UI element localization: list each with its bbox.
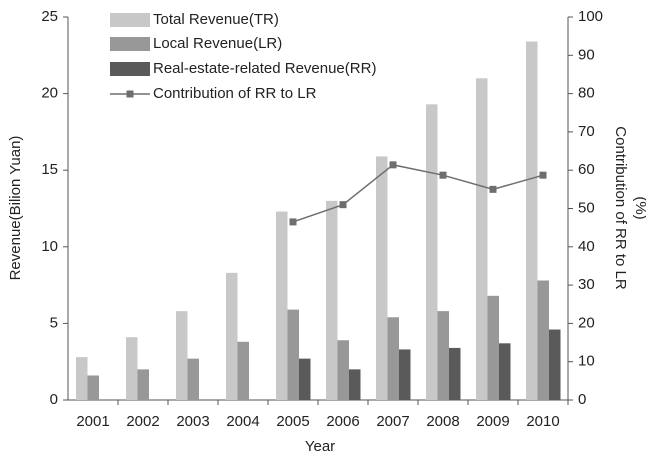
y2-axis-label: Contribution of RR to LR bbox=[612, 126, 629, 290]
x-tick-label: 2007 bbox=[376, 413, 409, 430]
x-tick-label: 2008 bbox=[426, 413, 459, 430]
line-marker bbox=[539, 171, 547, 179]
y2-tick-label: 40 bbox=[578, 238, 595, 255]
y-tick-label: 10 bbox=[41, 238, 58, 255]
y-tick-label: 15 bbox=[41, 161, 58, 178]
x-tick-label: 2003 bbox=[176, 413, 209, 430]
legend-swatch bbox=[110, 62, 150, 76]
bar bbox=[87, 375, 99, 400]
legend-swatch bbox=[110, 37, 150, 51]
y2-tick-label: 50 bbox=[578, 199, 595, 216]
x-tick-label: 2001 bbox=[76, 413, 109, 430]
bar bbox=[476, 78, 488, 400]
bar bbox=[387, 317, 399, 400]
legend-marker bbox=[126, 90, 134, 98]
legend-swatch bbox=[110, 13, 150, 27]
legend-label: Local Revenue(LR) bbox=[153, 35, 282, 52]
y2-tick-label: 60 bbox=[578, 161, 595, 178]
bar bbox=[126, 337, 138, 400]
y-tick-label: 0 bbox=[50, 391, 58, 408]
line-marker bbox=[339, 201, 347, 209]
line-marker bbox=[489, 185, 497, 193]
line-marker bbox=[389, 161, 397, 169]
bar bbox=[487, 295, 499, 400]
line bbox=[292, 164, 544, 223]
y2-tick-label: 100 bbox=[578, 8, 603, 25]
bar bbox=[549, 329, 561, 400]
bar bbox=[537, 280, 549, 400]
legend-label: Contribution of RR to LR bbox=[153, 85, 317, 102]
y2-tick-label: 90 bbox=[578, 46, 595, 63]
legend-label: Total Revenue(TR) bbox=[153, 11, 279, 28]
bar bbox=[276, 211, 288, 400]
y2-tick-label: 0 bbox=[578, 391, 586, 408]
y2-tick-label: 30 bbox=[578, 276, 595, 293]
y2-tick-label: 70 bbox=[578, 123, 595, 140]
line-marker bbox=[439, 171, 447, 179]
bar bbox=[76, 357, 88, 400]
line-marker bbox=[289, 218, 297, 226]
y-tick-label: 5 bbox=[50, 314, 58, 331]
legend-label: Real-estate-related Revenue(RR) bbox=[153, 60, 376, 77]
bar bbox=[299, 358, 311, 400]
x-axis-label: Year bbox=[305, 438, 335, 455]
x-tick-label: 2006 bbox=[326, 413, 359, 430]
x-tick-label: 2010 bbox=[526, 413, 559, 430]
bar bbox=[526, 41, 538, 401]
bar bbox=[349, 369, 361, 400]
bar bbox=[499, 343, 511, 400]
y2-tick-label: 10 bbox=[578, 353, 595, 370]
y-tick-label: 20 bbox=[41, 85, 58, 102]
x-tick-label: 2002 bbox=[126, 413, 159, 430]
bar bbox=[137, 369, 149, 400]
bar bbox=[437, 311, 449, 400]
bar bbox=[426, 104, 438, 400]
bar bbox=[376, 156, 388, 400]
y-tick-label: 25 bbox=[41, 8, 58, 25]
y-axis-label: Revenue(Bilion Yuan) bbox=[7, 136, 24, 281]
bar bbox=[337, 340, 349, 400]
bar bbox=[287, 309, 299, 400]
y2-axis-label: (%) bbox=[632, 196, 646, 219]
x-tick-label: 2009 bbox=[476, 413, 509, 430]
bar bbox=[226, 272, 238, 400]
bar bbox=[399, 349, 411, 400]
bar bbox=[326, 200, 338, 400]
bar bbox=[449, 347, 461, 400]
x-tick-label: 2005 bbox=[276, 413, 309, 430]
y2-tick-label: 20 bbox=[578, 314, 595, 331]
bar bbox=[237, 341, 249, 400]
x-tick-label: 2004 bbox=[226, 413, 259, 430]
bar bbox=[176, 311, 188, 400]
bar bbox=[187, 358, 199, 400]
y2-tick-label: 80 bbox=[578, 85, 595, 102]
